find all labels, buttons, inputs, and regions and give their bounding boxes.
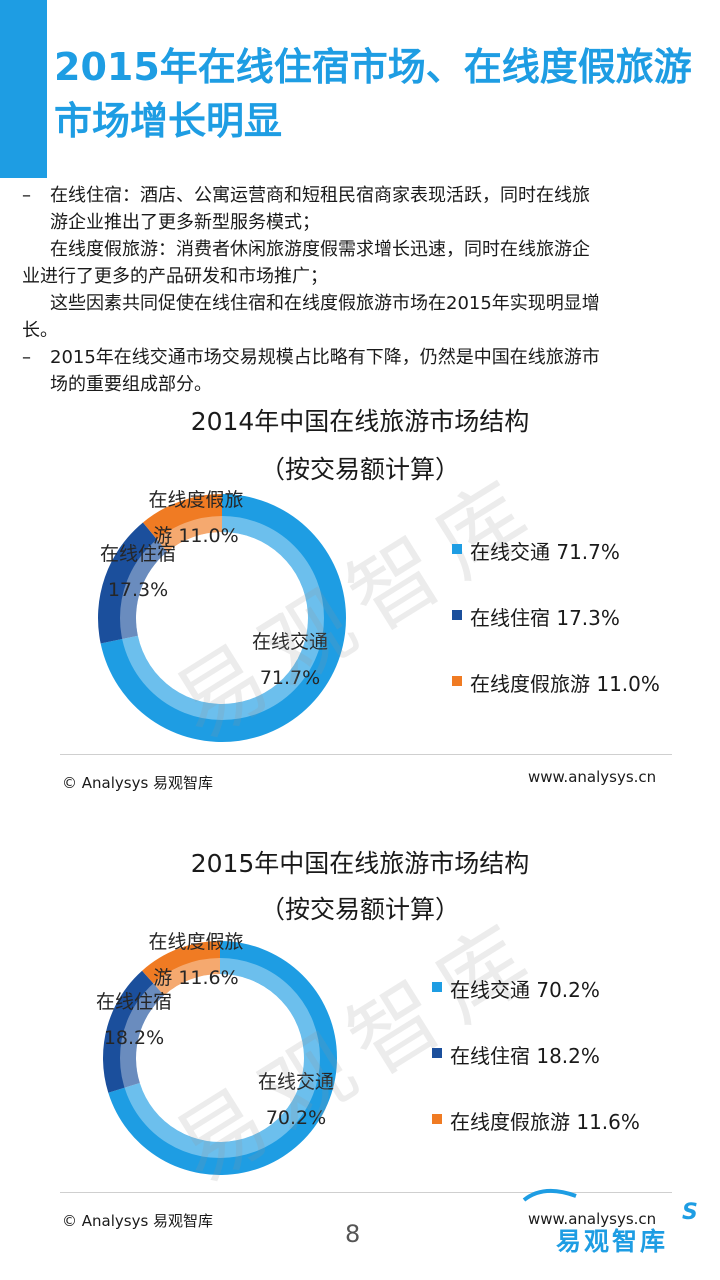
donut-chart: 在线交通 70.2% 在线住宿 18.2% 在线度假旅游 11.6% [96, 931, 338, 1175]
donut-slice [98, 522, 168, 644]
slice-label-value: 70.2% [266, 1107, 326, 1129]
donut-inner-ring [120, 516, 324, 720]
slice-label-value: 71.7% [260, 667, 320, 689]
bullet-item: – 在线住宿：酒店、公寓运营商和短租民宿商家表现活跃，同时在线旅 [22, 182, 708, 209]
legend-label: 在线度假旅游 11.0% [470, 672, 660, 696]
legend-label: 在线住宿 17.3% [470, 606, 620, 630]
chart-title: 2014年中国在线旅游市场结构 [190, 407, 530, 436]
donut-slice [100, 494, 346, 742]
slice-label-name: 在线交通 [258, 1071, 334, 1093]
bullet-text-line: 在线度假旅游：消费者休闲旅游度假需求增长迅速，同时在线旅游企 [50, 239, 590, 260]
legend-swatch [432, 982, 442, 992]
logo-text: 易观智库 [556, 1227, 669, 1256]
analysys-logo: S 易观智库 [520, 1186, 710, 1266]
bullet-text: 2015年在线交通市场交易规模占比略有下降，仍然是中国在线旅游市 [50, 347, 600, 368]
donut-chart: 在线交通 71.7% 在线住宿 17.3% 在线度假旅游 11.0% [98, 489, 346, 742]
legend-swatch [452, 610, 462, 620]
chart-2014: 2014年中国在线旅游市场结构 （按交易额计算） 在线交通 71.7% 在线住宿 17… [0, 398, 720, 798]
divider-line [60, 1192, 672, 1193]
page-number: 8 [345, 1220, 361, 1248]
legend-swatch [432, 1048, 442, 1058]
footer-copyright: © Analysys 易观智库 [62, 774, 214, 792]
legend-label: 在线交通 70.2% [450, 978, 600, 1002]
footer-copyright: © Analysys 易观智库 [62, 1212, 214, 1230]
bullet-item: –2015年在线交通市场交易规模占比略有下降，仍然是中国在线旅游市 [22, 344, 708, 371]
donut-inner-ring [120, 958, 320, 1158]
bullet-list: – 在线住宿：酒店、公寓运营商和短租民宿商家表现活跃，同时在线旅 游企业推出了更多… [22, 182, 708, 398]
bullet-text-line: 游企业推出了更多新型服务模式； [50, 212, 320, 233]
logo-arc-icon [522, 1188, 577, 1202]
footer-website: www.analysys.cn [528, 768, 657, 786]
page-title: 2015年在线住宿市场、在线度假旅游市场增长明显 [54, 45, 692, 143]
legend-swatch [452, 544, 462, 554]
chart-subtitle: （按交易额计算） [259, 455, 460, 484]
title-accent-bar [0, 0, 47, 178]
slice-label-name: 在线交通 [252, 631, 328, 653]
footer-website: www.analysys.cn [528, 1210, 657, 1228]
bullet-text: 在线住宿：酒店、公寓运营商和短租民宿商家表现活跃，同时在线旅 [50, 185, 590, 206]
divider-line [60, 754, 672, 755]
slice-label-name: 在线住宿 [100, 543, 176, 565]
chart-subtitle: （按交易额计算） [259, 895, 460, 924]
legend-label: 在线交通 71.7% [470, 540, 620, 564]
chart-title: 2015年中国在线旅游市场结构 [190, 849, 530, 878]
slice-label-value: 游 11.6% [153, 967, 238, 989]
slice-label-name: 在线度假旅 [148, 931, 243, 953]
slice-label-value: 游 11.0% [153, 525, 238, 547]
legend-label: 在线度假旅游 11.6% [450, 1110, 640, 1134]
legend-swatch [452, 676, 462, 686]
bullet-text-line: 业进行了更多的产品研发和市场推广； [22, 266, 328, 287]
logo-letter: S [682, 1200, 698, 1225]
bullet-text-line: 长。 [22, 320, 58, 341]
slice-label-name: 在线住宿 [96, 991, 172, 1013]
chart-2015: 2015年中国在线旅游市场结构 （按交易额计算） 在线交通 70.2% 在线住宿 18… [0, 840, 720, 1240]
donut-slice [142, 494, 222, 552]
bullet-dash: – [22, 185, 31, 206]
legend-swatch [432, 1114, 442, 1124]
donut-slice [103, 970, 165, 1093]
legend-label: 在线住宿 18.2% [450, 1044, 600, 1068]
bullet-text-line: 这些因素共同促使在线住宿和在线度假旅游市场在2015年实现明显增 [50, 293, 600, 314]
slice-label-value: 18.2% [104, 1027, 164, 1049]
bullet-dash: – [22, 347, 31, 368]
bullet-text-line: 场的重要组成部分。 [50, 374, 212, 395]
slice-label-value: 17.3% [108, 579, 168, 601]
slice-label-name: 在线度假旅 [148, 489, 243, 511]
donut-slice [142, 941, 220, 996]
